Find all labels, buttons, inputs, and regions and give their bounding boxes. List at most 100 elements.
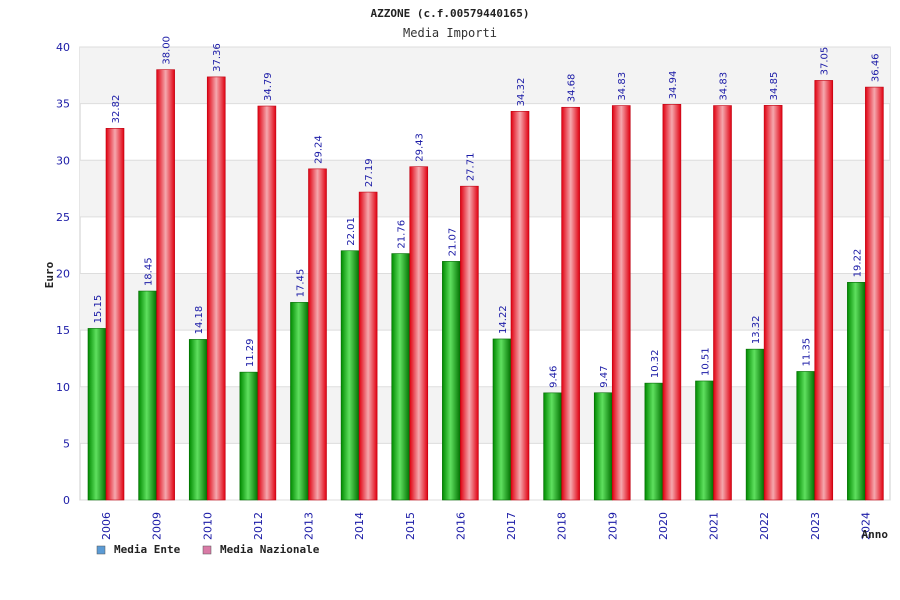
bar-media-nazionale [257, 105, 277, 501]
bar-media-nazionale [510, 111, 530, 501]
bar-media-ente [442, 261, 461, 501]
bar-media-nazionale [358, 191, 378, 501]
x-tick-label: 2023 [809, 512, 822, 540]
bar-media-ente [239, 371, 259, 501]
x-tick-label: 2017 [505, 512, 518, 540]
bar-value-label: 32.82 [111, 95, 122, 124]
bar-value-label: 10.51 [701, 347, 712, 376]
legend-label-media-ente: Media Ente [114, 543, 181, 556]
x-tick-label: 2014 [353, 512, 366, 540]
y-axis-title: Euro [43, 261, 56, 288]
bar-value-label: 37.05 [820, 47, 831, 76]
bar-value-label: 9.47 [599, 365, 610, 387]
bar-media-ente [593, 392, 613, 501]
bar-media-ente [391, 253, 411, 501]
bar-media-nazionale [814, 80, 834, 501]
bar-media-nazionale [611, 105, 631, 501]
x-tick-label: 2016 [454, 512, 467, 540]
bar-value-label: 34.68 [567, 74, 578, 103]
legend-swatch-media-nazionale [202, 545, 212, 555]
bar-media-nazionale [409, 166, 429, 501]
bar-media-ente [340, 250, 360, 501]
x-tick-label: 2021 [708, 512, 721, 540]
bar-value-label: 34.85 [769, 72, 780, 101]
bar-value-label: 19.22 [852, 249, 863, 278]
bar-value-label: 29.43 [415, 133, 426, 162]
y-tick-label: 15 [56, 324, 70, 337]
x-tick-label: 2013 [303, 512, 316, 540]
legend-swatch-media-ente [96, 545, 106, 555]
bar-media-ente [745, 348, 765, 501]
chart-subtitle: Media Importi [403, 26, 497, 40]
bar-value-label: 34.79 [263, 72, 274, 101]
y-tick-label: 30 [56, 154, 70, 167]
bar-value-label: 21.07 [447, 228, 458, 257]
bar-value-label: 11.29 [245, 339, 256, 368]
bar-media-nazionale [460, 185, 479, 501]
y-tick-label: 40 [56, 41, 70, 54]
x-tick-label: 2010 [201, 512, 214, 540]
bar-media-nazionale [156, 69, 175, 501]
bar-value-label: 15.15 [93, 295, 104, 324]
x-tick-label: 2015 [404, 512, 417, 540]
bar-media-ente [847, 282, 866, 501]
x-tick-label: 2022 [758, 512, 771, 540]
bar-value-label: 14.18 [194, 306, 205, 335]
bar-media-nazionale [865, 86, 884, 501]
bars [87, 69, 884, 501]
bar-value-label: 27.71 [465, 153, 476, 182]
bar-value-label: 10.32 [650, 349, 661, 378]
bar-value-label: 34.32 [516, 78, 527, 107]
bar-media-nazionale [308, 168, 327, 501]
bar-media-ente [138, 290, 157, 501]
x-axis-ticks: 2006 2009 2010 2012 2013 2014 2015 2016 2017 2018… [100, 512, 872, 540]
bar-media-ente [290, 302, 309, 501]
bar-value-label: 38.00 [162, 36, 173, 65]
y-axis-ticks: 0 5 10 15 20 25 30 35 40 [56, 41, 70, 507]
legend: Media Ente Media Nazionale [96, 543, 320, 556]
y-tick-label: 0 [63, 494, 70, 507]
x-tick-label: 2009 [151, 512, 164, 540]
x-tick-label: 2019 [606, 512, 619, 540]
bar-media-ente [695, 380, 714, 501]
bar-media-ente [188, 339, 208, 501]
bar-value-label: 29.24 [314, 135, 325, 164]
legend-label-media-nazionale: Media Nazionale [220, 543, 320, 556]
bar-value-label: 14.22 [498, 305, 509, 334]
bar-media-ente [87, 328, 107, 501]
x-tick-label: 2012 [252, 512, 265, 540]
y-tick-label: 35 [56, 98, 70, 111]
bar-value-label: 21.76 [397, 220, 408, 249]
x-tick-label: 2024 [859, 512, 872, 540]
y-tick-label: 20 [56, 268, 70, 281]
bar-value-label: 18.45 [144, 257, 155, 286]
bar-media-ente [543, 392, 562, 501]
y-tick-label: 5 [63, 437, 70, 450]
bar-value-label: 11.35 [802, 338, 813, 367]
bar-media-nazionale [662, 104, 682, 501]
x-axis-title: Anno [862, 528, 889, 541]
bar-value-label: 34.83 [719, 72, 730, 101]
bar-media-ente [492, 338, 512, 501]
chart-title: AZZONE (c.f.00579440165) [371, 7, 530, 20]
bar-value-label: 34.94 [668, 71, 679, 100]
bar-value-label: 9.46 [549, 366, 560, 388]
bar-value-label: 36.46 [870, 53, 881, 82]
y-tick-label: 10 [56, 381, 70, 394]
bar-value-label: 27.19 [364, 158, 375, 187]
bar-media-ente [796, 371, 816, 501]
bar-value-label: 34.83 [617, 72, 628, 101]
x-tick-label: 2018 [556, 512, 569, 540]
bar-media-nazionale [713, 105, 732, 501]
bar-media-ente [644, 382, 664, 501]
x-tick-label: 2020 [657, 512, 670, 540]
bar-value-label: 22.01 [346, 217, 357, 246]
bar-media-nazionale [561, 106, 580, 501]
bar-value-label: 37.36 [212, 43, 223, 72]
bar-media-nazionale [206, 76, 226, 501]
bar-value-labels: 15.15 32.82 18.45 38.00 14.18 37.36 11.29 34.79… [93, 36, 881, 388]
bar-value-label: 13.32 [751, 316, 762, 345]
bar-media-nazionale [763, 105, 783, 501]
x-tick-label: 2006 [100, 512, 113, 540]
